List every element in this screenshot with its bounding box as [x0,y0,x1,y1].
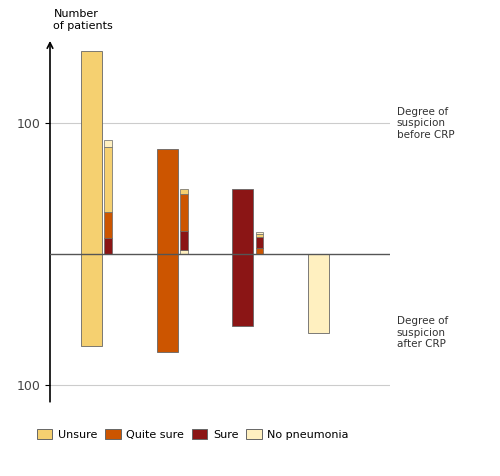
Bar [104,212,112,238]
Bar [232,254,253,326]
Legend: Unsure, Quite sure, Sure, No pneumonia: Unsure, Quite sure, Sure, No pneumonia [32,425,353,445]
Bar [180,250,188,254]
Bar [308,254,329,333]
Bar [104,238,112,254]
Bar [256,237,263,248]
Bar [104,147,112,212]
Bar [81,254,102,346]
Text: Degree of
suspicion
after CRP: Degree of suspicion after CRP [397,316,448,349]
Bar [156,254,178,352]
Bar [81,51,102,254]
Text: Degree of
suspicion
before CRP: Degree of suspicion before CRP [397,107,454,140]
Bar [104,140,112,147]
Bar [232,188,253,254]
Bar [256,235,263,237]
Bar [256,232,263,235]
Bar [156,149,178,254]
Bar [180,230,188,250]
Bar [180,188,188,194]
Bar [180,194,188,230]
Text: Number
of patients: Number of patients [54,9,113,31]
Bar [256,248,263,254]
